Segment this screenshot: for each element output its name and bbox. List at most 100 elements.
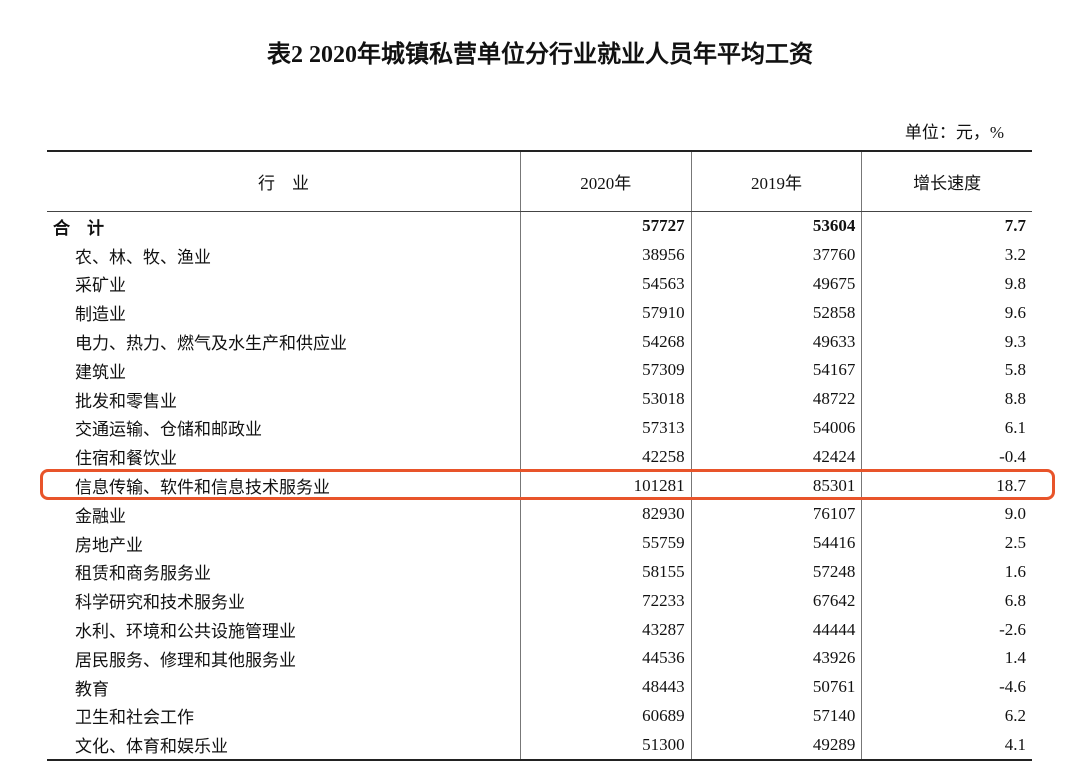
- value-cell: 76107: [690, 499, 862, 529]
- highlight-box: [40, 469, 1055, 500]
- table-row: 卫生和社会工作 60689 57140 6.2: [47, 701, 1032, 731]
- value-cell: 60689: [519, 701, 691, 731]
- table-row: 房地产业 55759 54416 2.5: [47, 528, 1032, 558]
- value-cell: 4.1: [861, 730, 1032, 760]
- value-cell: 49675: [690, 269, 862, 299]
- industry-cell: 房地产业: [75, 535, 143, 555]
- value-cell: 54268: [519, 327, 691, 356]
- value-cell: 44444: [690, 615, 862, 644]
- table-row: 居民服务、修理和其他服务业 44536 43926 1.4: [47, 643, 1032, 673]
- value-cell: 57727: [519, 212, 691, 241]
- value-cell: 72233: [519, 586, 691, 616]
- industry-cell: 采矿业: [75, 276, 126, 296]
- value-cell: 53604: [690, 212, 862, 241]
- industry-cell: 金融业: [75, 506, 126, 526]
- industry-cell: 交通运输、仓储和邮政业: [75, 420, 262, 440]
- unit-note: 单位：元，%: [904, 123, 1004, 142]
- value-cell: 53018: [519, 384, 691, 414]
- value-cell: 54416: [690, 528, 862, 558]
- value-cell: 52858: [690, 298, 862, 328]
- value-cell: 49289: [690, 730, 862, 760]
- value-cell: 101281: [519, 471, 691, 500]
- value-cell: 38956: [519, 240, 691, 270]
- value-cell: 6.1: [861, 413, 1032, 443]
- value-cell: 82930: [519, 499, 691, 529]
- table-row: 科学研究和技术服务业 72233 67642 6.8: [47, 586, 1032, 616]
- value-cell: -2.6: [861, 615, 1032, 644]
- table-row: 制造业 57910 52858 9.6: [47, 298, 1032, 328]
- value-cell: 7.7: [861, 212, 1032, 241]
- value-cell: 1.4: [861, 643, 1032, 673]
- value-cell: 57248: [690, 557, 862, 587]
- value-cell: 58155: [519, 557, 691, 587]
- value-cell: 48443: [519, 672, 691, 702]
- value-cell: 57309: [519, 355, 691, 385]
- table-row: 建筑业 57309 54167 5.8: [47, 355, 1032, 385]
- table-row: 合 计 57727 53604 7.7: [47, 212, 1032, 241]
- value-cell: 37760: [690, 240, 862, 270]
- value-cell: 85301: [690, 471, 862, 500]
- table-row: 电力、热力、燃气及水生产和供应业 54268 49633 9.3: [47, 327, 1032, 356]
- value-cell: 1.6: [861, 557, 1032, 587]
- table-row: 批发和零售业 53018 48722 8.8: [47, 384, 1032, 414]
- industry-cell: 电力、热力、燃气及水生产和供应业: [75, 334, 347, 354]
- value-cell: 50761: [690, 672, 862, 702]
- value-cell: 57140: [690, 701, 862, 731]
- header-row: 行 业 2020年 2019年 增长速度: [47, 152, 1032, 212]
- value-cell: 57313: [519, 413, 691, 443]
- industry-cell: 文化、体育和娱乐业: [75, 737, 228, 757]
- value-cell: -4.6: [861, 672, 1032, 702]
- value-cell: 9.0: [861, 499, 1032, 529]
- table-row: 农、林、牧、渔业 38956 37760 3.2: [47, 240, 1032, 270]
- value-cell: 55759: [519, 528, 691, 558]
- value-cell: 3.2: [861, 240, 1032, 270]
- industry-cell: 建筑业: [75, 362, 126, 382]
- value-cell: 48722: [690, 384, 862, 414]
- value-cell: 9.3: [861, 327, 1032, 356]
- table-row: 租赁和商务服务业 58155 57248 1.6: [47, 557, 1032, 587]
- value-cell: 54563: [519, 269, 691, 299]
- industry-cell: 信息传输、软件和信息技术服务业: [75, 478, 330, 498]
- value-cell: 6.8: [861, 586, 1032, 616]
- industry-cell: 居民服务、修理和其他服务业: [75, 650, 296, 670]
- table-row: 水利、环境和公共设施管理业 43287 44444 -2.6: [47, 615, 1032, 644]
- table-row: 教育 48443 50761 -4.6: [47, 672, 1032, 702]
- value-cell: 9.8: [861, 269, 1032, 299]
- value-cell: 49633: [690, 327, 862, 356]
- value-cell: 42424: [690, 442, 862, 472]
- column-header: 2019年: [690, 152, 862, 211]
- column-header: 2020年: [519, 152, 691, 211]
- value-cell: 54167: [690, 355, 862, 385]
- value-cell: 42258: [519, 442, 691, 472]
- industry-cell: 卫生和社会工作: [75, 708, 194, 728]
- value-cell: 43926: [690, 643, 862, 673]
- value-cell: 54006: [690, 413, 862, 443]
- industry-cell: 农、林、牧、渔业: [75, 247, 211, 267]
- value-cell: 57910: [519, 298, 691, 328]
- value-cell: 6.2: [861, 701, 1032, 731]
- table-row: 文化、体育和娱乐业 51300 49289 4.1: [47, 730, 1032, 760]
- value-cell: 44536: [519, 643, 691, 673]
- table: 行 业 2020年 2019年 增长速度合 计 57727 53604 7.7 农、林、牧、渔…: [47, 150, 1032, 762]
- title: 表2 2020年城镇私营单位分行业就业人员年平均工资: [267, 42, 813, 68]
- value-cell: 9.6: [861, 298, 1032, 328]
- industry-cell: 批发和零售业: [75, 391, 177, 411]
- industry-cell: 科学研究和技术服务业: [75, 593, 245, 613]
- industry-cell: 制造业: [75, 305, 126, 325]
- industry-cell: 租赁和商务服务业: [75, 564, 211, 584]
- industry-cell: 住宿和餐饮业: [75, 449, 177, 469]
- table-row: 交通运输、仓储和邮政业 57313 54006 6.1: [47, 413, 1032, 443]
- industry-cell: 水利、环境和公共设施管理业: [75, 622, 296, 642]
- value-cell: 2.5: [861, 528, 1032, 558]
- industry-cell: 教育: [75, 679, 109, 699]
- table-row: 采矿业 54563 49675 9.8: [47, 269, 1032, 299]
- column-header: 增长速度: [861, 152, 1032, 211]
- value-cell: 43287: [519, 615, 691, 644]
- value-cell: 18.7: [861, 471, 1032, 500]
- value-cell: 51300: [519, 730, 691, 760]
- value-cell: 5.8: [861, 355, 1032, 385]
- value-cell: 8.8: [861, 384, 1032, 414]
- table-row: 金融业 82930 76107 9.0: [47, 499, 1032, 529]
- value-cell: 67642: [690, 586, 862, 616]
